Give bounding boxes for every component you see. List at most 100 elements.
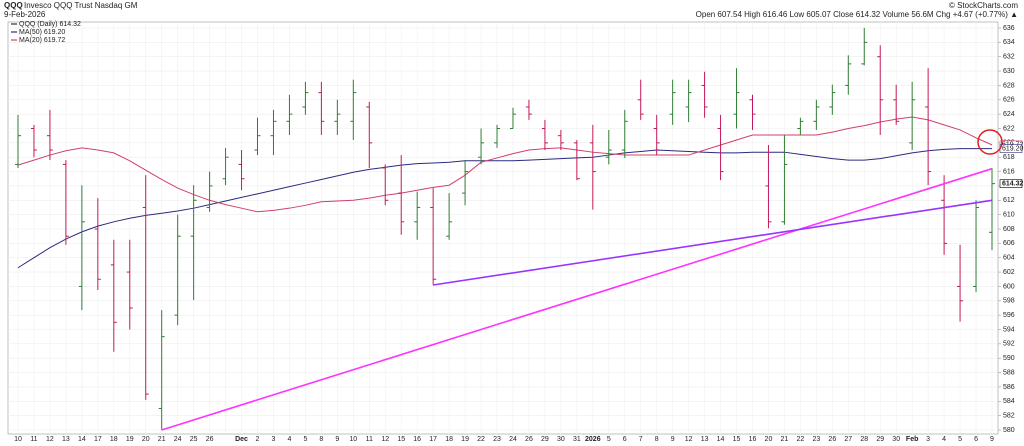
trendline [433,199,993,286]
y-tick-label: 612 [1003,197,1015,204]
x-tick-label: 20 [765,436,773,443]
x-tick-label: 5 [303,436,307,443]
x-tick-label: 29 [541,436,549,443]
x-tick-label: 11 [30,436,37,443]
x-tick-label: 7 [639,436,643,443]
x-tick-label: 12 [685,436,693,443]
x-tick-label: 15 [397,436,405,443]
x-tick-label: 30 [557,436,565,443]
y-tick-label: 584 [1003,398,1015,405]
highlight-circle [977,129,1003,155]
x-tick-label: 9 [671,436,675,443]
x-tick-label: 5 [958,436,962,443]
x-tick-label: 12 [46,436,54,443]
x-tick-label: 13 [701,436,709,443]
x-tick-label: 9 [335,436,339,443]
x-tick-label: 4 [942,436,946,443]
y-tick-label: 628 [1003,82,1015,89]
price-tag: 614.32 [1002,180,1024,187]
x-tick-label: 6 [623,436,627,443]
y-tick-label: 590 [1003,355,1015,362]
x-tick-label: 31 [573,436,581,443]
x-tick-label: 23 [812,436,820,443]
x-tick-label: Feb [906,436,918,443]
x-tick-label: 3 [926,436,930,443]
x-tick-label: 16 [413,436,421,443]
copyright: © StockCharts.com [949,1,1018,10]
x-tick-label: 24 [174,436,182,443]
x-tick-label: 10 [14,436,22,443]
x-tick-label: 19 [126,436,134,443]
x-tick-label: 17 [429,436,437,443]
x-tick-label: 23 [493,436,501,443]
x-tick-label: 28 [860,436,868,443]
x-tick-label: 8 [655,436,659,443]
x-tick-label: 12 [381,436,389,443]
plot: 5805825845865885905925945965986006026046… [8,21,1024,443]
y-tick-label: 606 [1003,240,1015,247]
y-tick-label: 624 [1003,111,1015,118]
x-tick-label: 2026 [585,436,601,443]
y-tick-label: 626 [1003,97,1015,104]
y-tick-label: 586 [1003,384,1015,391]
y-tick-label: 616 [1003,168,1015,175]
x-tick-label: 13 [62,436,70,443]
x-tick-label: 25 [190,436,198,443]
x-tick-label: 18 [445,436,453,443]
x-tick-label: 24 [509,436,517,443]
legend-label: MA(50) 619.20 [19,29,65,36]
chart-title: Invesco QQQ Trust Nasdaq GM [24,1,138,10]
price-tag-box [999,179,1023,188]
y-tick-label: 634 [1003,39,1015,46]
y-tick-label: 588 [1003,369,1015,376]
x-tick-label: 8 [319,436,323,443]
legend-label: MA(20) 619.72 [19,37,65,44]
x-tick-label: 18 [110,436,118,443]
y-tick-label: 618 [1003,154,1015,161]
ma-line [17,148,992,269]
symbol: QQQ [4,1,23,10]
x-tick-label: 5 [607,436,611,443]
y-tick-label: 636 [1003,25,1015,32]
x-tick-label: 10 [349,436,357,443]
y-tick-label: 608 [1003,226,1015,233]
x-tick-label: 14 [78,436,86,443]
legend-label: QQQ (Daily) 614.32 [19,21,81,28]
x-tick-label: Dec [235,436,248,443]
y-tick-label: 592 [1003,341,1015,348]
x-tick-label: 26 [206,436,214,443]
y-tick-label: 604 [1003,255,1015,262]
x-tick-label: 21 [781,436,789,443]
x-tick-label: 3 [272,436,276,443]
price-tag: 619.20 [1002,145,1024,152]
trendline [161,167,993,431]
y-tick-label: 582 [1003,412,1015,419]
x-tick-label: 2 [256,436,260,443]
date: 9-Feb-2026 [4,10,46,19]
x-tick-label: 26 [525,436,533,443]
x-tick-label: 29 [876,436,884,443]
x-tick-label: 19 [461,436,469,443]
x-tick-label: 21 [158,436,166,443]
x-tick-label: 22 [477,436,485,443]
y-tick-label: 602 [1003,269,1015,276]
x-tick-label: 22 [796,436,804,443]
y-tick-label: 632 [1003,54,1015,61]
y-tick-label: 610 [1003,211,1015,218]
x-tick-label: 11 [366,436,373,443]
x-tick-label: 27 [844,436,852,443]
y-tick-label: 630 [1003,68,1015,75]
x-tick-label: 26 [828,436,836,443]
y-tick-label: 622 [1003,125,1015,132]
x-tick-label: 14 [717,436,725,443]
y-tick-label: 598 [1003,298,1015,305]
x-tick-label: 30 [892,436,900,443]
x-tick-label: 17 [94,436,102,443]
ma-line [17,116,993,213]
quote: Open 607.54 High 616.46 Low 605.07 Close… [696,10,1018,19]
x-tick-label: 4 [287,436,291,443]
plot-frame [7,21,999,435]
y-tick-label: 594 [1003,326,1015,333]
